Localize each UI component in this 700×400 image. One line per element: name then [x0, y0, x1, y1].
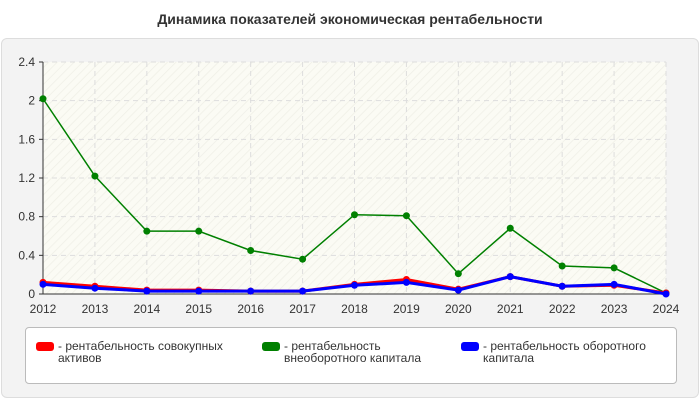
data-point-1 [610, 264, 618, 272]
data-point-1 [39, 95, 47, 103]
data-point-1 [299, 255, 307, 263]
legend-label: - рентабельность совокупных активов [58, 339, 223, 365]
data-point-2 [299, 287, 307, 295]
x-tick-label: 2022 [549, 302, 576, 316]
legend-swatch [36, 342, 54, 351]
data-point-2 [351, 281, 358, 289]
data-point-1 [195, 227, 203, 235]
x-tick-label: 2015 [185, 302, 212, 316]
y-tick-label: 0 [28, 287, 35, 301]
legend: - рентабельность совокупных активов - ре… [25, 327, 677, 384]
data-point-2 [247, 287, 255, 295]
legend-swatch [461, 342, 479, 351]
data-point-2 [662, 290, 670, 298]
x-tick-label: 2014 [133, 302, 160, 316]
chart-title: Динамика показателей экономическая рента… [157, 11, 543, 27]
x-tick-label: 2019 [393, 302, 420, 316]
legend-label: - рентабельность оборотного капитала [483, 339, 646, 365]
data-point-1 [558, 262, 566, 270]
legend-swatch [262, 342, 280, 351]
data-point-1 [506, 224, 514, 232]
x-tick-label: 2017 [289, 302, 316, 316]
data-point-2 [610, 280, 618, 288]
legend-item-fixed-capital[interactable]: - рентабельность внеоборотного капитала [262, 340, 452, 364]
y-tick-label: 1.2 [18, 171, 35, 185]
x-tick-label: 2018 [341, 302, 368, 316]
data-point-2 [91, 284, 99, 292]
legend-item-assets[interactable]: - рентабельность совокупных активов [36, 340, 246, 364]
data-point-2 [506, 273, 514, 281]
legend-label: - рентабельность внеоборотного капитала [284, 339, 421, 365]
data-point-2 [39, 280, 47, 288]
data-point-1 [143, 227, 151, 235]
y-tick-label: 0.8 [18, 210, 35, 224]
x-tick-label: 2023 [601, 302, 628, 316]
x-tick-label: 2012 [30, 302, 57, 316]
y-tick-label: 1.6 [18, 132, 35, 146]
data-point-1 [402, 212, 410, 220]
y-tick-label: 0.4 [18, 248, 35, 262]
x-tick-label: 2024 [653, 302, 680, 316]
data-point-1 [351, 211, 358, 219]
x-tick-label: 2021 [497, 302, 524, 316]
x-tick-label: 2013 [82, 302, 109, 316]
x-tick-label: 2016 [237, 302, 264, 316]
data-point-2 [402, 278, 410, 286]
y-tick-label: 2 [28, 94, 35, 108]
data-point-2 [143, 287, 151, 295]
data-point-2 [195, 287, 203, 295]
legend-item-working-capital[interactable]: - рентабельность оборотного капитала [461, 340, 671, 364]
data-point-1 [247, 247, 255, 254]
data-point-2 [558, 282, 566, 290]
x-tick-label: 2020 [445, 302, 472, 316]
data-point-2 [454, 286, 462, 294]
y-tick-label: 2.4 [18, 55, 35, 69]
data-point-1 [454, 270, 462, 278]
data-point-1 [91, 172, 99, 180]
